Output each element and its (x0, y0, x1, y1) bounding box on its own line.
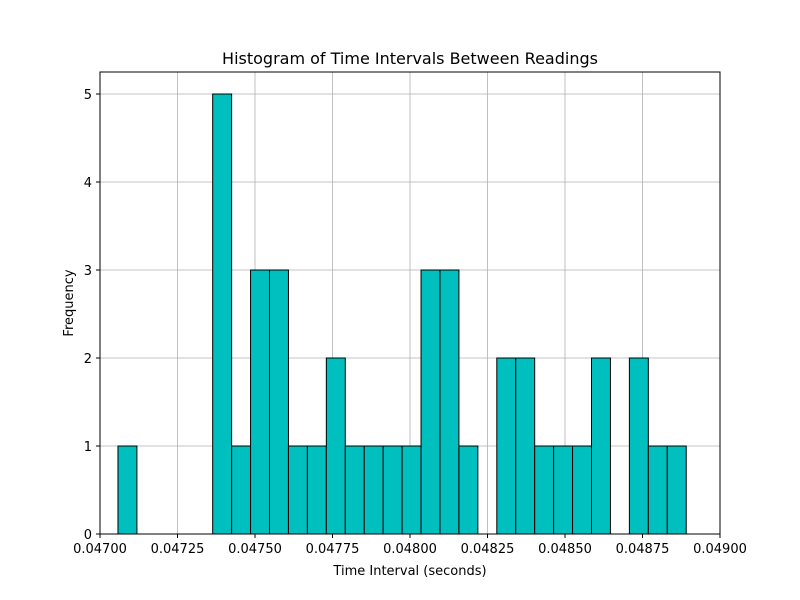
y-tick-label: 4 (84, 176, 92, 191)
histogram-bar-5 (212, 93, 233, 535)
histogram-bar-28 (647, 445, 668, 535)
y-tick-label: 0 (84, 528, 92, 543)
y-axis-label: Frequency (62, 269, 77, 336)
grid-lines (99, 72, 721, 535)
histogram-bar-21 (515, 357, 536, 535)
x-tick-label: 0.04750 (228, 542, 282, 557)
y-tick-label: 3 (84, 264, 92, 279)
x-tick-label: 0.04875 (616, 542, 670, 557)
histogram-bar-6 (231, 445, 252, 535)
histogram-bars (117, 93, 687, 535)
y-tick-label: 1 (84, 440, 92, 455)
histogram-bar-22 (534, 445, 555, 535)
x-tick-label: 0.04800 (383, 542, 437, 557)
histogram-bar-18 (458, 445, 479, 535)
histogram-bar-14 (382, 445, 403, 535)
histogram-bar-15 (401, 445, 422, 535)
histogram-bar-10 (306, 445, 327, 535)
histogram-bar-23 (553, 445, 574, 535)
x-tick-label: 0.04725 (151, 542, 205, 557)
histogram-bar-27 (628, 357, 649, 535)
histogram-bar-12 (344, 445, 365, 535)
y-tick-label: 2 (84, 352, 92, 367)
chart-title: Histogram of Time Intervals Between Read… (222, 49, 598, 68)
histogram-bar-13 (363, 445, 384, 535)
histogram-bar-0 (117, 445, 138, 535)
x-tick-label: 0.04700 (73, 542, 127, 557)
x-tick-label: 0.04900 (693, 542, 747, 557)
y-axis-ticks: 0 1 2 3 4 5 (84, 88, 100, 543)
histogram-bar-11 (325, 357, 346, 535)
histogram-bar-7 (250, 269, 271, 535)
y-tick-label: 5 (84, 88, 92, 103)
histogram-bar-25 (591, 357, 611, 535)
x-tick-label: 0.04825 (461, 542, 515, 557)
histogram-bar-29 (666, 445, 687, 535)
histogram-bar-9 (287, 445, 308, 535)
x-axis-ticks: 0.04700 0.04725 0.04750 0.04775 0.04800 0.048… (73, 534, 747, 557)
histogram-bar-8 (269, 269, 289, 535)
histogram-bar-24 (572, 445, 593, 535)
x-tick-label: 0.04775 (306, 542, 360, 557)
x-tick-label: 0.04850 (538, 542, 592, 557)
histogram-bar-20 (496, 357, 517, 535)
histogram-bar-16 (420, 269, 441, 535)
histogram-bar-17 (439, 269, 460, 535)
x-axis-label: Time Interval (seconds) (332, 564, 486, 579)
